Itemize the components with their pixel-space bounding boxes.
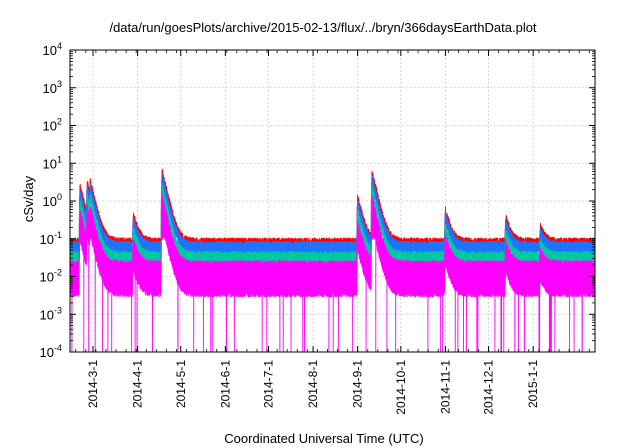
x-tick-label: 2014-6-1 [218,360,232,408]
y-tick-label: 10-4 [40,343,62,360]
x-axis-label: Coordinated Universal Time (UTC) [224,431,423,446]
x-tick-label: 2014-12-1 [482,360,496,415]
series-line [69,184,596,266]
x-tick-label: 2014-11-1 [438,360,452,414]
x-tick-label: 2014-4-1 [131,360,145,408]
y-tick-label: 10-2 [40,268,62,285]
series-line [69,168,596,251]
y-tick-label: 103 [43,79,62,96]
x-tick-label: 2014-5-1 [174,360,188,408]
chart-title: /data/run/goesPlots/archive/2015-02-13/f… [109,20,536,35]
x-tick-labels: 2014-3-1 2014-4-1 2014-5-1 2014-6-1 2014-7-1… [86,360,540,415]
x-tick-label: 2014-7-1 [261,360,275,408]
plot-area [69,168,596,353]
y-tick-label: 10-3 [40,305,62,322]
y-axis-label: cSv/day [21,175,36,222]
x-tick-label: 2014-10-1 [394,360,408,415]
x-tick-label: 2014-3-1 [86,360,100,408]
y-tick-labels: 10-4 10-3 10-2 10-1 100 101 102 103 104 [40,41,62,360]
x-tick-label: 2014-9-1 [351,360,365,408]
plot-border [69,49,596,353]
x-tick-label: 2014-8-1 [306,360,320,408]
x-tick-label: 2015-1-1 [526,360,540,408]
y-tick-label: 104 [43,41,62,58]
y-tick-label: 10-1 [40,230,62,247]
series-line [69,172,596,256]
y-tick-label: 100 [43,192,62,209]
plot-frame [69,49,596,353]
y-tick-label: 101 [43,154,62,171]
grid-lines [70,50,595,352]
y-tick-label: 102 [43,117,62,134]
series-line [69,194,596,353]
